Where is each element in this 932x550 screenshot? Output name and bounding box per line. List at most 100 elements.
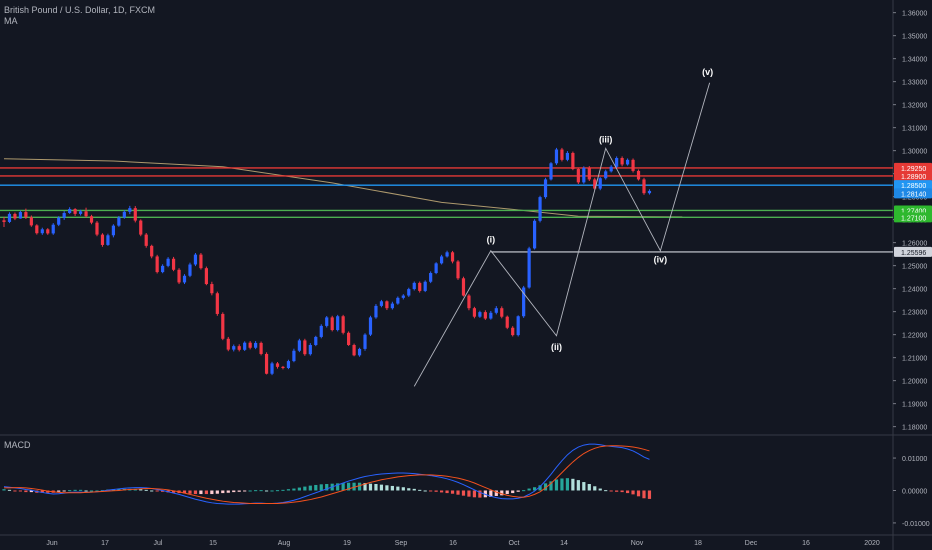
macd-histogram-bar [314,484,318,491]
macd-histogram-bar [576,480,580,491]
candle-body [144,234,148,246]
macd-histogram-bar [254,490,258,492]
macd-histogram-bar [549,481,553,491]
candle-body [478,312,482,317]
macd-histogram-bar [188,490,192,494]
price-tick-label: 1.31000 [902,126,927,133]
macd-histogram-bar [264,490,269,492]
candle-body [292,350,296,362]
macd-histogram-bar [319,484,323,491]
candle-body [363,334,367,349]
macd-histogram-bar [401,487,405,491]
macd-histogram-bar [193,490,198,495]
level-tag-label: 1.28500 [901,183,926,190]
candle-body [106,235,110,245]
chart-legend[interactable]: British Pound / U.S. Dollar, 1D, FXCM MA [4,5,155,27]
macd-histogram-bar [78,489,83,491]
macd-histogram-bar [494,490,498,496]
ma-indicator-label[interactable]: MA [4,16,18,26]
macd-histogram-bar [407,488,411,491]
macd-indicator-label[interactable]: MACD [4,440,31,450]
macd-histogram-bar [84,490,88,492]
level-tag-box [894,170,932,181]
candle-body [24,212,28,218]
candle-body [281,366,285,368]
candle-body [489,312,493,319]
candle-body [505,316,509,328]
candle-body [117,217,121,226]
candle-body [609,166,613,172]
candle-body [483,312,487,319]
wave-label: (i) [487,235,496,245]
macd-histogram-bar [139,489,143,491]
macd-histogram-bar [429,490,433,492]
candle-body [297,340,301,351]
candle-body [357,348,362,356]
candle-body [494,308,498,313]
candle-body [2,220,6,222]
macd-histogram-bar [308,485,312,491]
candle-body [275,363,280,367]
signal-line [4,445,650,504]
candle-body [237,346,241,350]
macd-histogram-bar [642,490,646,499]
candle-body [565,152,570,160]
candle-body [325,317,329,326]
time-axis-label: Aug [278,540,291,547]
candle-body [122,211,126,218]
candle-body [511,327,515,336]
candle-body [631,159,635,171]
macd-histogram-bar [226,490,230,493]
candle-body [155,256,159,273]
candle-body [543,179,548,198]
candle-body [598,178,602,189]
macd-histogram-bar [450,490,455,494]
price-tick-label: 1.33000 [902,80,927,87]
candle-body [78,211,83,214]
price-tick-label: 1.19000 [902,402,927,409]
price-tick-label: 1.18000 [902,425,927,432]
candle-body [150,245,154,257]
macd-histogram-bar [215,490,219,494]
candle-body [379,301,384,306]
candle-body [232,346,236,350]
time-axis-label: 2020 [864,540,880,547]
candle-body [434,263,438,274]
time-axis[interactable]: Jun 17 Jul 15 Aug 19 Sep 16 Oct 14 Nov 18 Dec 16 2020 [46,540,880,547]
macd-histogram-bar [73,489,77,491]
candle-body [29,217,33,226]
candle-body [418,282,422,291]
candle-body [57,217,61,225]
time-axis-label: 17 [101,540,109,547]
macd-histogram-bar [560,478,564,491]
time-axis-label: Jul [154,540,163,547]
candle-body [336,316,340,331]
macd-histogram-bar [144,489,148,491]
macd-histogram-bar [636,490,641,497]
candle-body [385,301,389,309]
candle-body [68,209,72,213]
price-tick-label: 1.20000 [902,379,927,386]
candle-body [40,229,44,234]
time-axis-label: Sep [395,540,408,547]
macd-histogram-bar [7,489,12,491]
time-axis-label: 15 [209,540,217,547]
macd-histogram-bar [68,490,72,492]
candle-body [62,212,66,218]
macd-histogram-bar [221,490,225,494]
candle-body [51,224,55,234]
candle-body [532,220,537,249]
candle-body [341,316,345,333]
time-axis-label: Jun [46,540,57,547]
candle-body [516,316,520,336]
candle-body [472,308,477,317]
candle-body [445,252,449,257]
candle-body [330,317,334,331]
horizontal-levels[interactable] [0,167,893,253]
candle-body [286,361,291,368]
level-tag-label: 1.25596 [901,250,926,257]
candle-body [467,295,471,309]
time-axis-label: 19 [343,540,351,547]
elliott-wave-lines[interactable]: (i) (ii) (iii) (iv) (v) [413,67,713,387]
